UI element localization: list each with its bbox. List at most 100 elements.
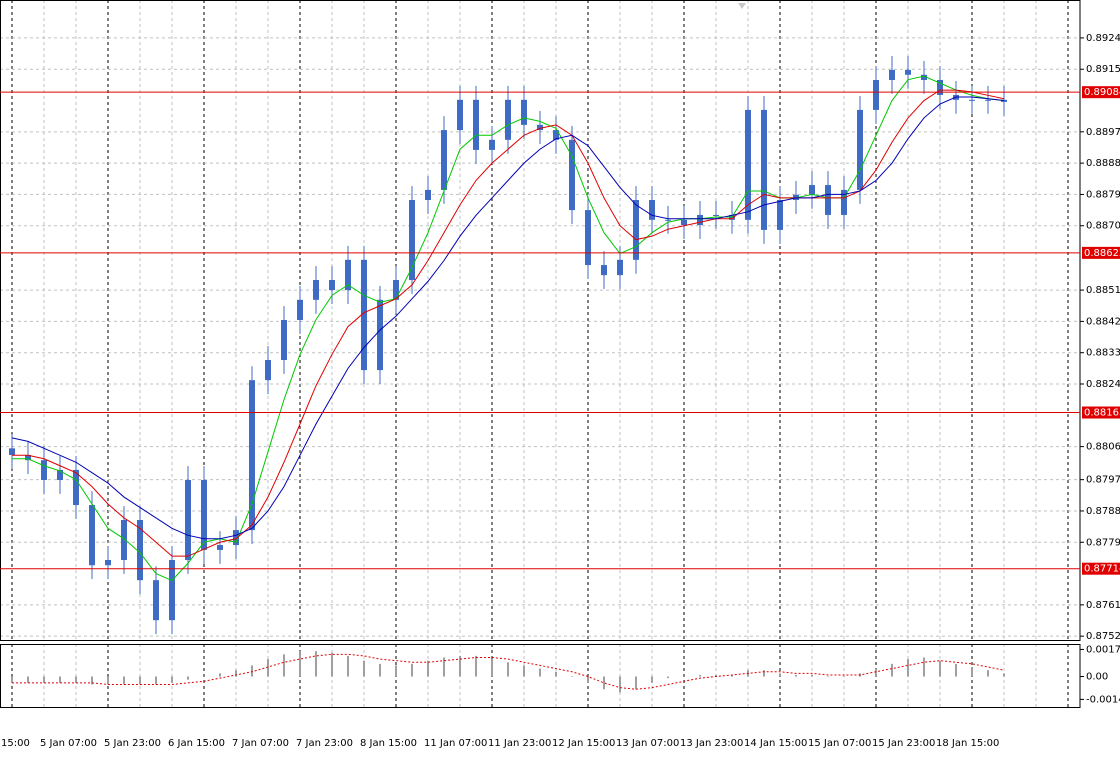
osc-bar <box>155 676 157 685</box>
candle-body <box>697 214 703 226</box>
shift-marker <box>738 3 746 9</box>
x-tick-label: 15 Jan 07:00 <box>808 738 871 749</box>
candle-body <box>9 448 15 455</box>
x-tick-label: 14 Jan 15:00 <box>744 738 807 749</box>
osc-bar <box>507 662 509 677</box>
osc-bar <box>683 676 685 678</box>
osc-bar <box>203 676 205 678</box>
level-label-box <box>1082 86 1120 99</box>
y-tick-label: 0.88425 <box>1086 316 1120 327</box>
x-tick-label: 18 Jan 15:00 <box>936 738 999 749</box>
osc-bar <box>523 665 525 677</box>
candle-body <box>809 185 815 195</box>
osc-bar <box>667 676 669 679</box>
x-tick-label: 7 Jan 23:00 <box>296 738 353 749</box>
candle-body <box>777 200 783 230</box>
osc-bar <box>43 676 45 683</box>
plot-area <box>9 56 1007 635</box>
osc-signal <box>12 653 1005 690</box>
level-label-box <box>1082 406 1120 419</box>
candle-body <box>377 299 383 371</box>
candle-body <box>761 109 767 230</box>
plot-frame <box>0 0 1081 641</box>
osc-y-tick-label: 0.00 <box>1086 672 1108 683</box>
candle-body <box>137 520 143 581</box>
candle-body <box>521 99 527 125</box>
candle-body <box>969 99 975 101</box>
osc-bar <box>395 665 397 677</box>
osc-bar <box>235 670 237 677</box>
x-tick-label: 13 Jan 23:00 <box>680 738 743 749</box>
moving-average <box>11 96 1005 540</box>
osc-bar <box>571 676 573 678</box>
candle-body <box>169 560 175 621</box>
osc-bar <box>827 676 829 678</box>
osc-bar <box>779 673 781 677</box>
y-tick-label: 0.88335 <box>1086 348 1120 359</box>
candle-body <box>793 194 799 200</box>
candle-body <box>553 130 559 140</box>
osc-bar <box>91 676 93 685</box>
x-tick-label: 12 Jan 15:00 <box>552 738 615 749</box>
candle-body <box>265 360 271 381</box>
osc-bar <box>11 676 13 683</box>
x-tick-label: 15 Jan 23:00 <box>872 738 935 749</box>
x-tick-label: 11 Jan 07:00 <box>424 738 487 749</box>
candle-body <box>601 265 607 276</box>
osc-bar <box>603 676 605 690</box>
moving-average <box>12 89 1005 557</box>
candle-body <box>489 139 495 150</box>
candle-body <box>25 454 31 461</box>
osc-bar <box>939 660 941 677</box>
candle-body <box>665 219 671 221</box>
x-tick-label: 7 Jan 07:00 <box>232 738 289 749</box>
candle-body <box>713 214 719 216</box>
candle-body <box>889 69 895 80</box>
osc-bar <box>219 673 221 677</box>
osc-bar <box>475 655 477 677</box>
candle-body <box>57 469 63 480</box>
osc-y-tick-label: 0.001708 <box>1086 644 1120 655</box>
candle-body <box>633 200 639 260</box>
osc-bar <box>987 670 989 677</box>
candle-body <box>537 124 543 131</box>
osc-bar <box>971 667 973 677</box>
oscillator-area <box>11 651 1005 693</box>
candle-body <box>441 130 447 190</box>
osc-bar <box>699 674 701 677</box>
osc-bar <box>315 651 317 677</box>
level-label-box <box>1082 562 1120 575</box>
osc-bar <box>907 659 909 677</box>
osc-bar <box>811 674 813 677</box>
osc-bar <box>619 676 621 693</box>
osc-bar <box>923 657 925 677</box>
candle-body <box>585 210 591 266</box>
candle-body <box>681 219 687 226</box>
level-label-box <box>1082 246 1120 259</box>
candle-body <box>89 505 95 566</box>
osc-bar <box>187 676 189 680</box>
candle-body <box>921 74 927 80</box>
osc-bar <box>27 676 29 683</box>
osc-bar <box>347 655 349 677</box>
osc-bar <box>731 674 733 677</box>
candle-body <box>73 469 79 506</box>
osc-bar <box>875 668 877 677</box>
x-tick-label: 13 Jan 07:00 <box>616 738 679 749</box>
x-tick-label: 15:00 <box>1 738 30 749</box>
level-label: 0.87714 <box>1084 564 1120 575</box>
osc-bar <box>843 676 845 678</box>
candle-body <box>153 580 159 621</box>
osc-bar <box>299 651 301 677</box>
osc-bar <box>443 657 445 677</box>
candle-body <box>569 139 575 211</box>
osc-bar <box>107 676 109 685</box>
y-tick-label: 0.88515 <box>1086 285 1120 296</box>
candle-body <box>409 200 415 280</box>
candle-body <box>217 545 223 550</box>
osc-bar <box>635 676 637 690</box>
